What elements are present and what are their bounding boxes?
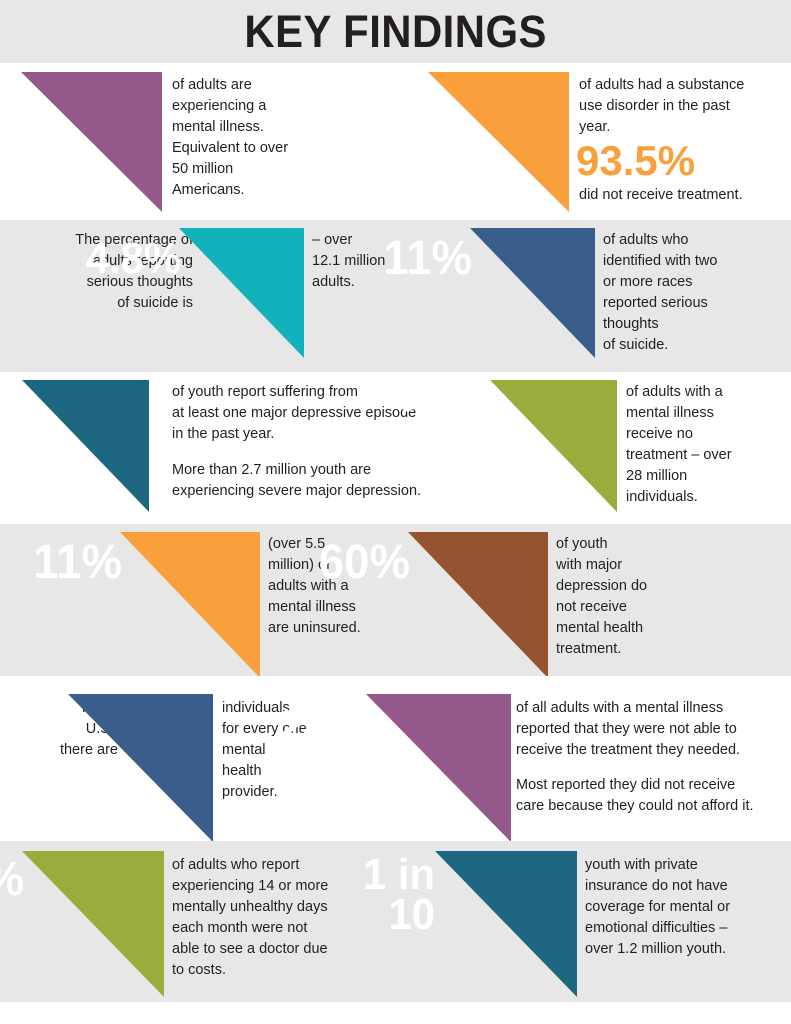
row-6: 23% of adults who report experiencing 14…: [0, 841, 791, 1002]
wedge-navy-11: [470, 228, 595, 358]
copy-providers-350: individuals for every one mental health …: [222, 700, 307, 800]
stat-16: 16%: [0, 387, 24, 435]
row-1: 21% of adults are experiencing a mental …: [0, 63, 791, 220]
copy-youth-no-treatment-60: of youth with major depression do not re…: [556, 536, 648, 657]
wedge-purple-21: [21, 72, 162, 212]
wedge-olive-55: [490, 380, 617, 512]
copy-suicidal-thoughts-4-8: – over 12.1 million adults.: [312, 232, 386, 290]
page-title: KEY FINDINGS: [244, 6, 547, 57]
copy-substance-use-15-secondary: did not receive treatment.: [579, 187, 743, 203]
wedge-orange-11: [120, 532, 260, 678]
copy-two-or-more-races-11: of adults who identified with two or mor…: [603, 232, 718, 353]
stat-accent-93-5: 93.5%: [576, 137, 696, 184]
copy-private-insurance-1-in-10: youth with private insurance do not have…: [585, 857, 731, 957]
row-4: 11% (over 5.5 million) of adults with a …: [0, 524, 791, 678]
wedge-purple-28: [366, 694, 511, 842]
footer-spacer: [0, 1002, 791, 1024]
wedge-olive-23: [22, 851, 164, 997]
copy-mental-illness-21: of adults are experiencing a mental illn…: [172, 77, 289, 198]
copy-youth-depression-16-secondary: More than 2.7 million youth are experien…: [172, 462, 422, 499]
copy-unhealthy-days-23: of adults who report experiencing 14 or …: [172, 857, 329, 978]
page-header: KEY FINDINGS: [0, 0, 791, 63]
row-5: In the U.S., there are 350 individuals f…: [0, 676, 791, 842]
stat-23: 23%: [0, 856, 24, 904]
wedge-orange-15: [428, 72, 569, 212]
copy-unmet-need-28-secondary: Most reported they did not receive care …: [516, 777, 754, 814]
copy-substance-use-15: of adults had a substance use disorder i…: [579, 77, 745, 135]
wedge-brown-60: [408, 532, 548, 678]
copy-uninsured-11: (over 5.5 million) of adults with a ment…: [268, 536, 361, 636]
copy-unmet-need-28: of all adults with a mental illness repo…: [516, 700, 741, 758]
stat-11-uninsured: 11%: [33, 536, 122, 589]
wedge-cyan-4-8: [179, 228, 304, 358]
copy-youth-depression-16: of youth report suffering from at least …: [172, 384, 417, 442]
row-3: 16% of youth report suffering from at le…: [0, 372, 791, 524]
row-2: The percentage of adults reporting serio…: [0, 220, 791, 372]
wedge-navy-350: [68, 694, 213, 842]
wedge-darkteal-1-in-10: [435, 851, 577, 997]
wedge-darkteal-16: [22, 380, 149, 512]
copy-no-treatment-55: of adults with a mental illness receive …: [626, 384, 732, 505]
copy-lead-suicidal-thoughts: The percentage of adults reporting serio…: [75, 232, 193, 311]
